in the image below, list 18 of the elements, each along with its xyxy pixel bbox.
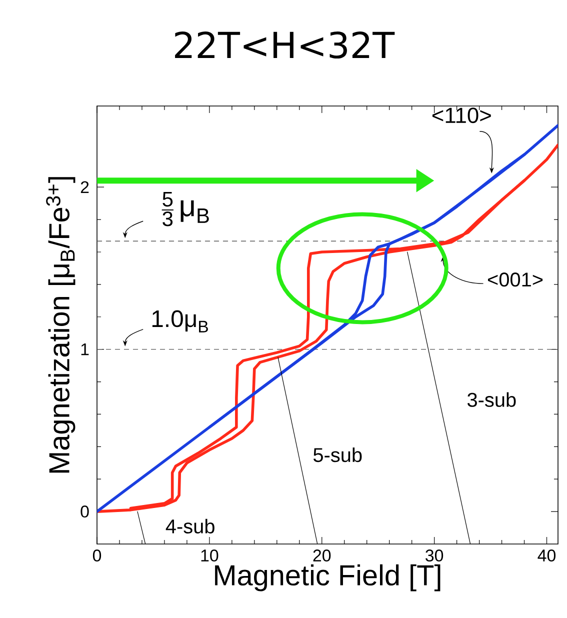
ref-line-label: $\text{1.0μ}_{\text{B}}$ [152,310,208,332]
x-tick-label: 10 [201,550,218,562]
y-tick-label: 0 [80,506,89,518]
annotation: <110> [432,108,491,124]
x-tick-label: 20 [313,550,331,562]
annotation: 4-sub [166,518,214,534]
x-tick-label: 30 [426,550,444,562]
annotation: <001> [488,272,543,287]
annotation: 5-sub [313,447,362,462]
annotation: 3-sub [468,392,516,407]
chart-title: 22T<H<32T [175,31,395,59]
x-tick-label: 0 [92,550,102,562]
x-tick-label: 40 [538,550,556,562]
ref-line-label: $\frac{\text{5}}{\text{3}}\,\text{μ}_{\text{B}}$ [162,192,209,226]
y-tick-label: 2 [80,181,89,194]
y-axis-title: Magnetization [μ$_{B}$/Fe$^{3+}$] [46,177,76,473]
y-tick-label: 1 [81,343,89,356]
x-axis-title: Magnetic Field [T] [215,564,440,592]
